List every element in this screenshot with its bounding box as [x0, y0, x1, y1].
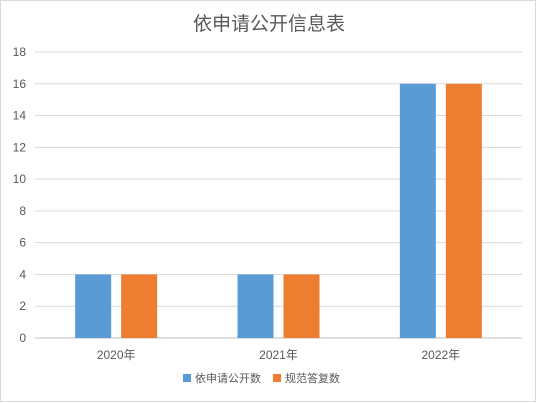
y-tick-label: 0: [19, 331, 26, 345]
y-tick-label: 12: [13, 140, 27, 154]
x-tick-label: 2021年: [259, 348, 298, 362]
bar: [399, 83, 436, 339]
legend-label: 依申请公开数: [195, 372, 261, 385]
y-tick-label: 8: [19, 204, 26, 218]
y-tick-label: 18: [13, 45, 27, 59]
bar: [283, 274, 320, 338]
x-tick-label: 2020年: [97, 348, 136, 362]
grid-lines: [35, 51, 522, 339]
bar: [237, 274, 274, 338]
legend-swatch: [183, 374, 191, 382]
legend-swatch: [273, 374, 281, 382]
bars: [75, 83, 482, 339]
bar: [75, 274, 112, 338]
y-axis: 0 2 4 6 8 10 12 14 16 18: [13, 45, 27, 345]
chart-title: 依申请公开信息表: [193, 13, 345, 35]
x-tick-label: 2022年: [421, 348, 460, 362]
y-tick-label: 10: [13, 172, 27, 186]
x-axis: 2020年 2021年 2022年: [97, 348, 460, 362]
y-tick-label: 2: [19, 299, 26, 313]
bar: [121, 274, 158, 338]
y-tick-label: 6: [19, 236, 26, 250]
y-tick-label: 4: [19, 267, 26, 281]
bar: [445, 83, 482, 339]
legend: 依申请公开数 规范答复数: [183, 371, 340, 385]
y-tick-label: 16: [13, 77, 27, 91]
legend-label: 规范答复数: [285, 371, 340, 385]
y-tick-label: 14: [13, 109, 27, 123]
